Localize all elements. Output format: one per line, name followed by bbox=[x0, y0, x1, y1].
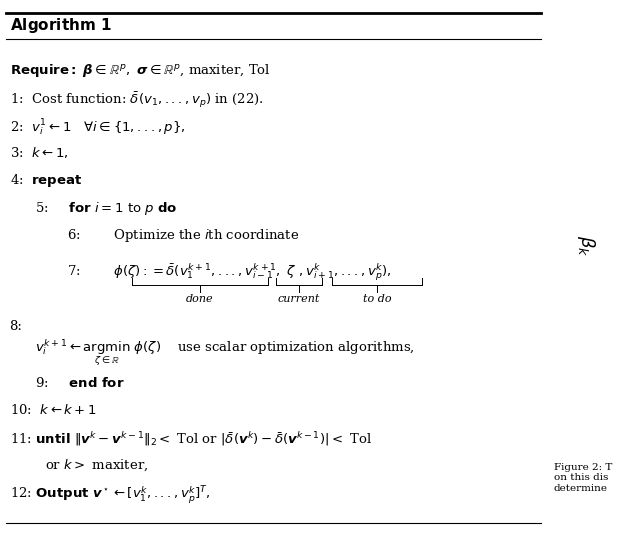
Text: Figure 2: T
on this dis
determine: Figure 2: T on this dis determine bbox=[554, 463, 612, 493]
Text: $v_i^{k+1} \leftarrow \underset{\zeta \in \mathbb{R}}{\mathrm{argmin}}\ \phi(\ze: $v_i^{k+1} \leftarrow \underset{\zeta \i… bbox=[35, 338, 415, 369]
Text: 8:: 8: bbox=[10, 319, 22, 333]
Text: 7:        $\phi(\zeta) := \bar{\delta}(v_1^{k+1},...,v_{i-1}^{k+1},\ \zeta\ ,v_{: 7: $\phi(\zeta) := \bar{\delta}(v_1^{k+1… bbox=[67, 262, 392, 283]
Text: 11: $\mathbf{until}\ \|\boldsymbol{v}^k - \boldsymbol{v}^{k-1}\|_2 < $ Tol or $|: 11: $\mathbf{until}\ \|\boldsymbol{v}^k … bbox=[10, 430, 372, 448]
Text: to do: to do bbox=[363, 294, 391, 304]
Text: or $k >$ maxiter,: or $k >$ maxiter, bbox=[45, 457, 148, 473]
Text: 1:  Cost function: $\bar{\delta}(v_1,...,v_p)$ in (22).: 1: Cost function: $\bar{\delta}(v_1,...,… bbox=[10, 91, 264, 110]
Text: 5:     $\mathbf{for}\ i = 1\ \mathrm{to}\ p\ \mathbf{do}$: 5: $\mathbf{for}\ i = 1\ \mathrm{to}\ p\… bbox=[35, 200, 178, 217]
Text: $\mathbf{Require:}\ \boldsymbol{\beta} \in \mathbb{R}^p,\ \boldsymbol{\sigma} \i: $\mathbf{Require:}\ \boldsymbol{\beta} \… bbox=[10, 62, 271, 79]
Text: $\bf{Algorithm\ 1}$: $\bf{Algorithm\ 1}$ bbox=[10, 16, 111, 35]
Text: 12: $\mathbf{Output}\ \boldsymbol{v}^\star \leftarrow [v_1^k,...,v_p^k]^T,$: 12: $\mathbf{Output}\ \boldsymbol{v}^\st… bbox=[10, 485, 210, 506]
Text: 2:  $v_i^1 \leftarrow 1 \quad \forall i \in \{1,...,p\},$: 2: $v_i^1 \leftarrow 1 \quad \forall i \… bbox=[10, 118, 185, 138]
Text: done: done bbox=[186, 294, 214, 304]
Text: current: current bbox=[278, 294, 321, 304]
Text: 10:  $k \leftarrow k + 1$: 10: $k \leftarrow k + 1$ bbox=[10, 403, 97, 417]
Text: 6:        Optimize the $i$th coordinate: 6: Optimize the $i$th coordinate bbox=[67, 227, 300, 244]
Text: 9:     $\mathbf{end\ for}$: 9: $\mathbf{end\ for}$ bbox=[35, 376, 125, 390]
Text: 4:  $\mathbf{repeat}$: 4: $\mathbf{repeat}$ bbox=[10, 172, 82, 189]
Text: 3:  $k \leftarrow 1,$: 3: $k \leftarrow 1,$ bbox=[10, 145, 68, 160]
Text: $\beta_k$: $\beta_k$ bbox=[575, 235, 596, 257]
